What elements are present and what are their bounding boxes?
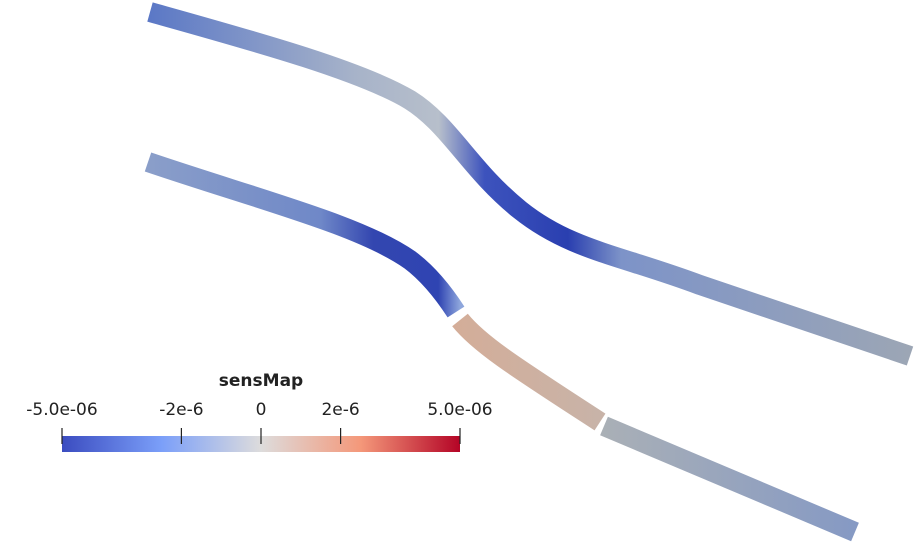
tick-label: -2e-6 xyxy=(159,400,203,420)
view: sensMap -5.0e-06 -2e-6 0 2e-6 5.0e-06 xyxy=(0,0,915,547)
lower-strip-c xyxy=(604,426,855,532)
lower-strip-a xyxy=(148,162,456,312)
tick-label: 0 xyxy=(256,400,267,420)
tick-label: -5.0e-06 xyxy=(26,400,97,420)
geometry xyxy=(148,12,910,532)
legend-title: sensMap xyxy=(219,371,303,391)
tick-label: 2e-6 xyxy=(321,400,359,420)
tick-label: 5.0e-06 xyxy=(427,400,492,420)
color-legend: sensMap -5.0e-06 -2e-6 0 2e-6 5.0e-06 xyxy=(26,371,492,452)
upper-strip xyxy=(150,12,910,356)
